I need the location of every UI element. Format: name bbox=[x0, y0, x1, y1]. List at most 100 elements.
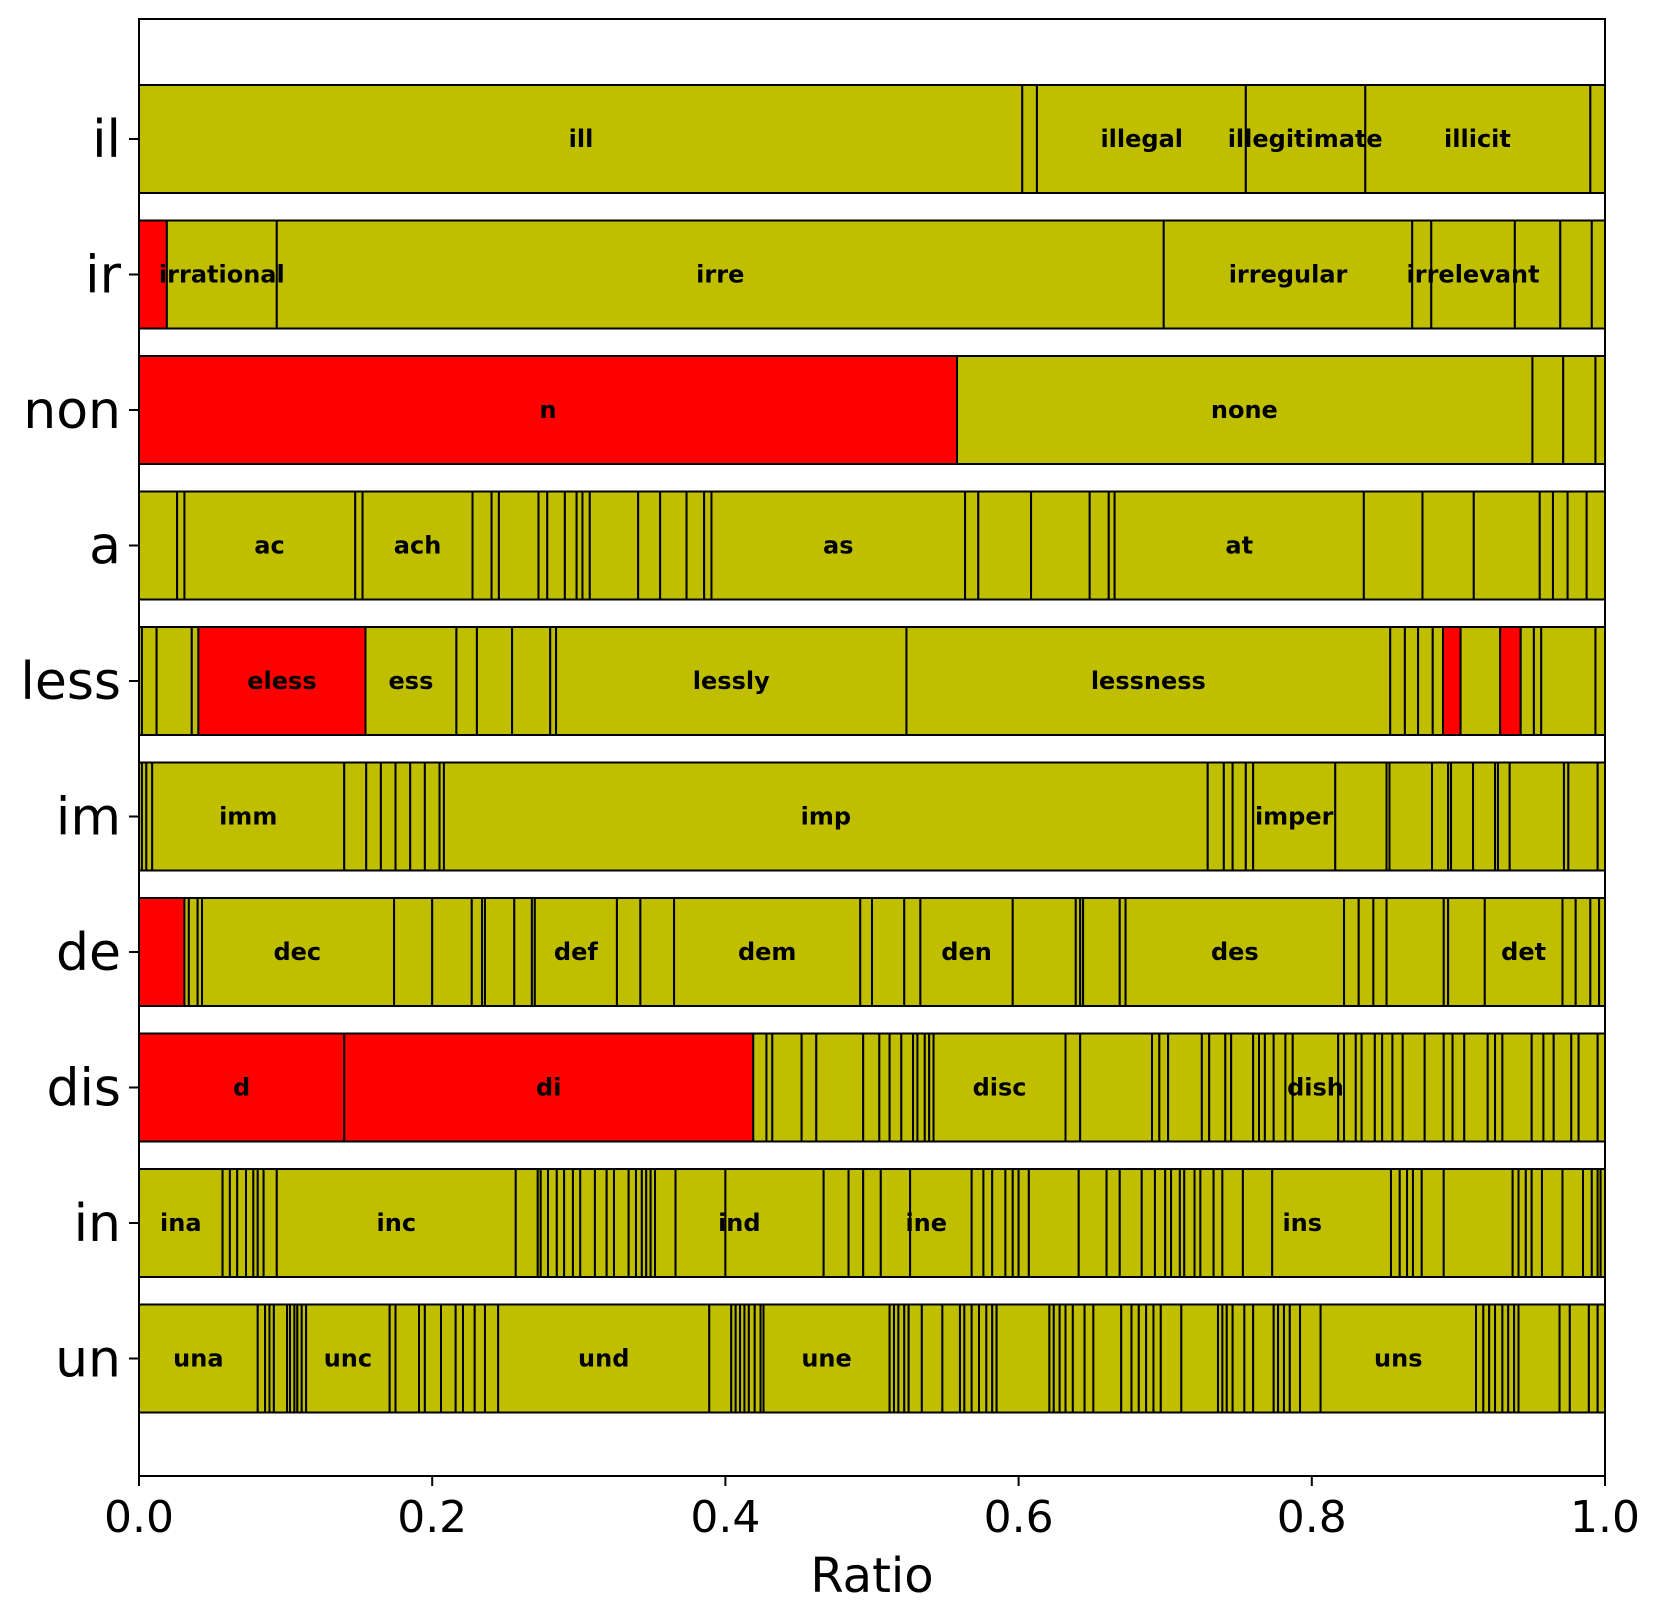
bar-segment-in-19 bbox=[612, 1168, 630, 1278]
bar-segment-il-0 bbox=[138, 84, 1024, 194]
bar-segment-un-54 bbox=[1145, 1303, 1155, 1414]
segment-label-a-3: at bbox=[1225, 532, 1253, 560]
bar-segment-in-35 bbox=[991, 1168, 1007, 1278]
bar-segment-un-40 bbox=[978, 1303, 988, 1414]
bar-segment-in-54 bbox=[1271, 1168, 1392, 1278]
segment-label-il-1: illegal bbox=[1100, 125, 1183, 153]
bar-segment-de-33 bbox=[1561, 897, 1577, 1007]
bar-segment-dis-15 bbox=[932, 1032, 1067, 1143]
y-tick-label-in: in bbox=[74, 1194, 121, 1254]
segment-label-ir-3: irrelevant bbox=[1407, 261, 1540, 289]
bar-segment-dis-51 bbox=[1596, 1032, 1607, 1143]
segment-label-non-1: none bbox=[1211, 396, 1278, 424]
segment-label-im-1: imp bbox=[801, 803, 851, 831]
bar-segment-un-73 bbox=[1494, 1303, 1504, 1414]
bar-segment-dis-34 bbox=[1360, 1032, 1376, 1143]
bar-segment-dis-7 bbox=[862, 1032, 881, 1143]
bar-segment-im-9 bbox=[423, 761, 441, 872]
segment-label-de-4: des bbox=[1211, 938, 1259, 966]
bar-segment-non-3 bbox=[1562, 355, 1597, 465]
bar-segment-de-20 bbox=[1011, 897, 1077, 1007]
bar-segment-de-35 bbox=[1589, 897, 1601, 1007]
bar-segment-im-12 bbox=[1206, 761, 1225, 872]
bar-segment-im-14 bbox=[1231, 761, 1247, 872]
bar-segment-un-50 bbox=[1092, 1303, 1123, 1414]
y-tick-label-un: un bbox=[55, 1330, 121, 1390]
segment-label-ir-1: irre bbox=[696, 261, 744, 289]
bar-segment-less-15 bbox=[1431, 626, 1445, 736]
bar-segment-a-25 bbox=[1362, 490, 1424, 601]
segment-label-dis-3: dish bbox=[1287, 1074, 1344, 1102]
bar-segment-im-4 bbox=[343, 761, 368, 872]
bar-segments bbox=[138, 84, 1607, 1414]
bar-segment-un-62 bbox=[1243, 1303, 1255, 1414]
segment-label-a-0: ac bbox=[254, 532, 284, 560]
bar-segment-de-5 bbox=[393, 897, 434, 1007]
bar-segment-in-20 bbox=[627, 1168, 637, 1278]
bar-segment-dis-20 bbox=[1167, 1032, 1203, 1143]
segment-label-de-0: dec bbox=[273, 938, 321, 966]
bar-segment-de-23 bbox=[1082, 897, 1121, 1007]
segment-label-a-1: ach bbox=[394, 532, 442, 560]
bar-segment-dis-48 bbox=[1552, 1032, 1573, 1143]
bar-segment-de-0 bbox=[138, 897, 186, 1007]
bar-segment-a-28 bbox=[1538, 490, 1554, 601]
bar-segment-in-51 bbox=[1212, 1168, 1224, 1278]
bar-segment-less-4 bbox=[197, 626, 367, 736]
bar-segment-un-55 bbox=[1152, 1303, 1162, 1414]
x-tick-label-5: 1.0 bbox=[1570, 1492, 1640, 1543]
bar-segment-in-52 bbox=[1221, 1168, 1244, 1278]
x-tick-label-2: 0.4 bbox=[690, 1492, 760, 1543]
bar-segment-un-10 bbox=[305, 1303, 391, 1414]
bar-segment-il-5 bbox=[1589, 84, 1606, 194]
bar-segment-a-4 bbox=[361, 490, 474, 601]
bar-segment-un-49 bbox=[1083, 1303, 1095, 1414]
bar-segment-in-56 bbox=[1398, 1168, 1409, 1278]
bar-segment-a-0 bbox=[138, 490, 179, 601]
segment-label-less-2: lessly bbox=[693, 667, 770, 695]
bar-segment-im-16 bbox=[1252, 761, 1337, 872]
bar-segment-de-28 bbox=[1372, 897, 1388, 1007]
segment-label-dis-2: disc bbox=[973, 1074, 1027, 1102]
bar-segment-de-25 bbox=[1124, 897, 1346, 1007]
bar-segment-in-31 bbox=[879, 1168, 912, 1278]
bar-segment-a-14 bbox=[637, 490, 662, 601]
segment-label-in-3: ine bbox=[905, 1209, 947, 1237]
bar-segment-a-6 bbox=[490, 490, 500, 601]
bar-segment-a-26 bbox=[1421, 490, 1475, 601]
bar-segment-a-7 bbox=[497, 490, 540, 601]
y-tick-label-im: im bbox=[56, 788, 121, 848]
bar-segment-de-10 bbox=[513, 897, 533, 1007]
bar-segment-a-30 bbox=[1566, 490, 1588, 601]
bar-segment-a-8 bbox=[537, 490, 549, 601]
bar-segment-less-7 bbox=[475, 626, 514, 736]
bar-segment-less-14 bbox=[1417, 626, 1434, 736]
bar-segment-dis-36 bbox=[1381, 1032, 1394, 1143]
bar-segment-a-15 bbox=[659, 490, 688, 601]
bar-segment-in-9 bbox=[514, 1168, 539, 1278]
bar-segment-de-12 bbox=[533, 897, 618, 1007]
y-tick-label-il: il bbox=[92, 110, 121, 170]
bar-segment-a-29 bbox=[1551, 490, 1569, 601]
bar-segment-un-1 bbox=[256, 1303, 267, 1414]
bar-segment-in-53 bbox=[1241, 1168, 1274, 1278]
bar-segment-dis-12 bbox=[916, 1032, 926, 1143]
bar-segment-de-4 bbox=[201, 897, 396, 1007]
bar-segment-un-67 bbox=[1288, 1303, 1302, 1414]
bar-segment-de-6 bbox=[431, 897, 473, 1007]
segment-label-un-3: une bbox=[801, 1345, 851, 1373]
segment-label-un-1: unc bbox=[324, 1345, 372, 1373]
bar-segment-il-4 bbox=[1364, 84, 1592, 194]
bar-segment-un-48 bbox=[1071, 1303, 1086, 1414]
x-tick-label-1: 0.2 bbox=[397, 1492, 467, 1543]
segment-label-im-2: imper bbox=[1255, 803, 1334, 831]
bar-segment-in-41 bbox=[1105, 1168, 1121, 1278]
bar-segment-in-36 bbox=[1004, 1168, 1014, 1278]
bar-segment-im-17 bbox=[1334, 761, 1388, 872]
bar-segment-a-3 bbox=[354, 490, 364, 601]
segment-label-less-3: lessness bbox=[1091, 667, 1206, 695]
segment-label-in-2: ind bbox=[718, 1209, 761, 1237]
bar-segment-im-6 bbox=[379, 761, 397, 872]
bar-segment-il-1 bbox=[1021, 84, 1038, 194]
